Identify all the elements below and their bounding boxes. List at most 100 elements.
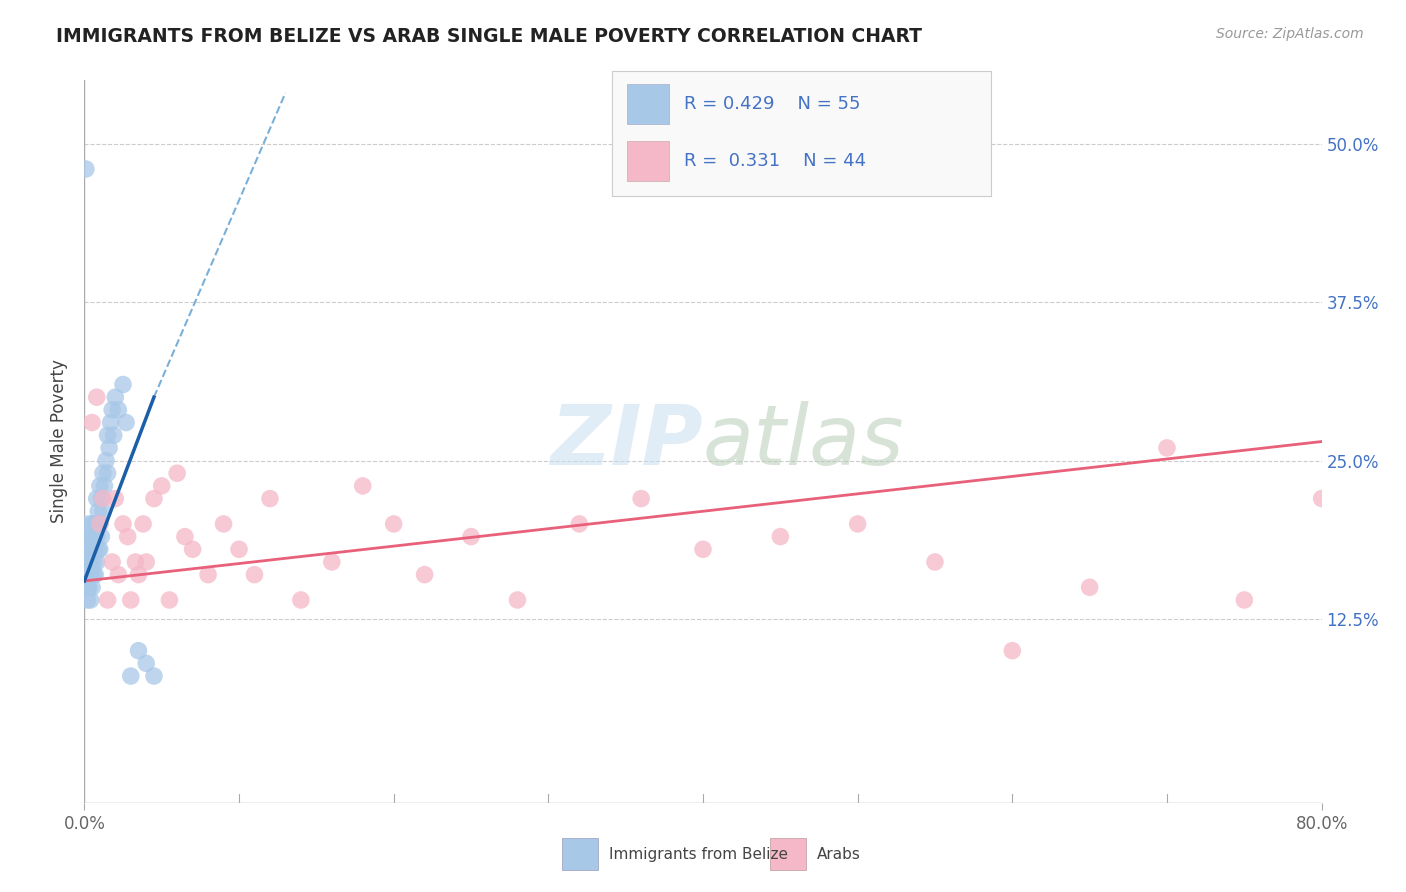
Text: ZIP: ZIP: [550, 401, 703, 482]
Point: [75, 580, 97, 594]
Point: [77, 567, 100, 582]
Point: [79, 530, 101, 544]
Point: [692, 542, 714, 557]
Y-axis label: Single Male Poverty: Single Male Poverty: [51, 359, 69, 524]
Point: [83, 567, 105, 582]
Point: [89, 542, 111, 557]
Point: [76, 555, 98, 569]
Point: [90, 491, 112, 506]
Point: [321, 555, 343, 569]
Point: [150, 479, 173, 493]
Point: [104, 390, 127, 404]
Point: [86, 491, 108, 506]
Point: [76, 567, 98, 582]
Point: [228, 542, 250, 557]
Bar: [627, 84, 669, 124]
Point: [77, 580, 100, 594]
Point: [120, 593, 142, 607]
Point: [75, 567, 97, 582]
Point: [76, 580, 98, 594]
Text: atlas: atlas: [703, 401, 904, 482]
Point: [89, 516, 111, 531]
Point: [76, 593, 98, 607]
Point: [174, 530, 197, 544]
Point: [75, 542, 97, 557]
Point: [84, 516, 107, 531]
Point: [86, 530, 108, 544]
Point: [86, 390, 108, 404]
Point: [83, 530, 105, 544]
Point: [93, 479, 115, 493]
Point: [75, 161, 97, 176]
Point: [86, 555, 108, 569]
Point: [143, 491, 166, 506]
Text: Immigrants from Belize: Immigrants from Belize: [609, 847, 787, 862]
Point: [382, 516, 405, 531]
Point: [89, 479, 111, 493]
Text: IMMIGRANTS FROM BELIZE VS ARAB SINGLE MALE POVERTY CORRELATION CHART: IMMIGRANTS FROM BELIZE VS ARAB SINGLE MA…: [56, 27, 922, 45]
Point: [124, 555, 146, 569]
Point: [197, 567, 219, 582]
Point: [413, 567, 436, 582]
Point: [143, 669, 166, 683]
Text: R = 0.429    N = 55: R = 0.429 N = 55: [683, 95, 860, 112]
Point: [96, 593, 118, 607]
Point: [87, 504, 110, 518]
Text: Arabs: Arabs: [817, 847, 860, 862]
Point: [84, 542, 107, 557]
Point: [77, 516, 100, 531]
Point: [89, 516, 111, 531]
Point: [107, 402, 129, 417]
Point: [506, 593, 529, 607]
Point: [1001, 643, 1024, 657]
Point: [98, 441, 121, 455]
Point: [84, 567, 107, 582]
Point: [91, 467, 114, 481]
Point: [96, 467, 118, 481]
Point: [630, 491, 652, 506]
Point: [103, 428, 125, 442]
Point: [112, 516, 135, 531]
Point: [75, 530, 97, 544]
Point: [1156, 441, 1178, 455]
Point: [77, 542, 100, 557]
Point: [135, 555, 157, 569]
Point: [117, 530, 139, 544]
Point: [83, 555, 105, 569]
Point: [568, 516, 591, 531]
Point: [132, 516, 155, 531]
Point: [127, 643, 149, 657]
Point: [75, 555, 97, 569]
Point: [100, 416, 122, 430]
Point: [87, 542, 110, 557]
Point: [91, 491, 114, 506]
Text: R =  0.331    N = 44: R = 0.331 N = 44: [683, 153, 866, 170]
Point: [101, 555, 124, 569]
Point: [1233, 593, 1256, 607]
Point: [120, 669, 142, 683]
Point: [82, 580, 104, 594]
Point: [460, 530, 482, 544]
Point: [259, 491, 281, 506]
Point: [243, 567, 266, 582]
Point: [181, 542, 204, 557]
Point: [352, 479, 374, 493]
Point: [112, 377, 135, 392]
Point: [104, 491, 127, 506]
Point: [107, 567, 129, 582]
Point: [101, 402, 124, 417]
Point: [135, 657, 157, 671]
Point: [96, 428, 118, 442]
Bar: [627, 141, 669, 181]
Point: [1078, 580, 1101, 594]
Point: [846, 516, 869, 531]
Point: [94, 453, 117, 467]
Point: [82, 542, 104, 557]
Point: [924, 555, 946, 569]
Text: Source: ZipAtlas.com: Source: ZipAtlas.com: [1216, 27, 1364, 41]
Point: [212, 516, 235, 531]
Point: [1310, 491, 1333, 506]
Point: [79, 555, 101, 569]
Point: [82, 416, 104, 430]
Point: [82, 516, 104, 531]
